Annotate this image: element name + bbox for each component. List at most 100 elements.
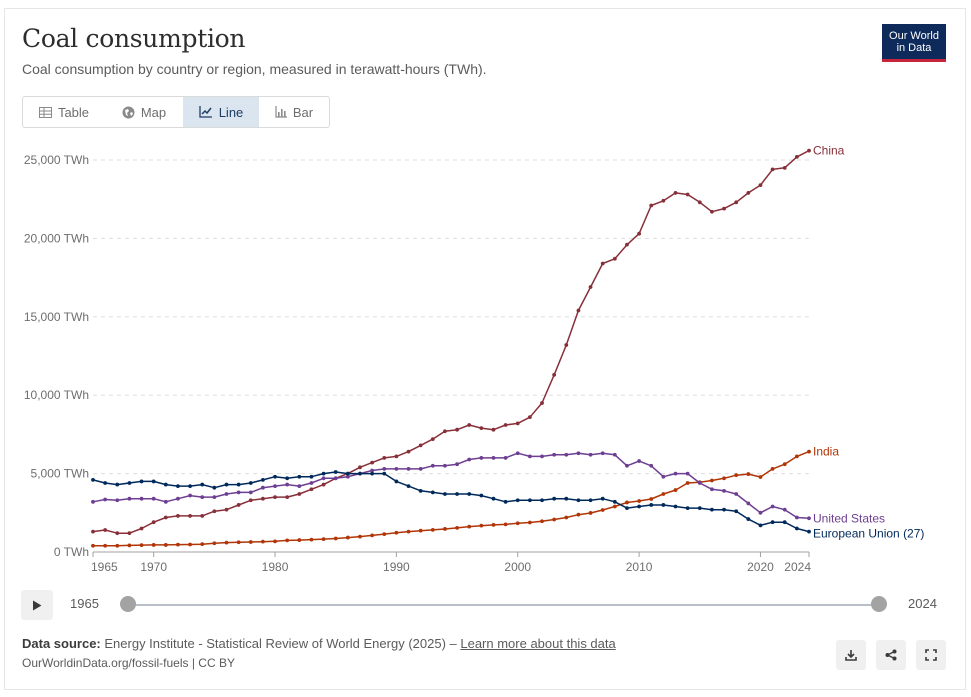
data-point-european-union-27[interactable] [418,488,423,493]
data-point-china[interactable] [758,183,763,187]
data-point-european-union-27[interactable] [139,479,144,484]
data-point-european-union-27[interactable] [358,471,362,476]
data-point-india[interactable] [527,520,532,525]
timeline-end-handle[interactable] [871,596,887,612]
series-label-india[interactable]: India [813,445,839,459]
data-point-united-states[interactable] [163,499,168,504]
data-point-united-states[interactable] [552,452,557,457]
data-point-european-union-27[interactable] [564,496,569,501]
data-point-india[interactable] [382,532,387,537]
data-point-united-states[interactable] [127,496,132,501]
data-point-india[interactable] [443,527,447,531]
data-point-european-union-27[interactable] [697,506,702,510]
data-point-european-union-27[interactable] [685,506,690,510]
share-button[interactable] [876,640,906,670]
data-point-india[interactable] [625,500,629,505]
data-point-united-states[interactable] [139,496,144,501]
data-point-india[interactable] [758,475,763,479]
data-point-india[interactable] [479,523,484,528]
data-point-united-states[interactable] [382,466,387,471]
data-point-united-states[interactable] [697,481,702,485]
data-point-india[interactable] [491,522,496,527]
data-point-united-states[interactable] [600,451,605,456]
data-point-china[interactable] [200,514,205,518]
data-point-united-states[interactable] [685,471,690,476]
data-point-china[interactable] [540,401,544,405]
data-point-european-union-27[interactable] [236,482,241,487]
data-point-china[interactable] [503,423,508,427]
data-point-united-states[interactable] [479,456,484,460]
data-point-european-union-27[interactable] [309,474,314,479]
data-point-united-states[interactable] [540,454,544,459]
data-point-united-states[interactable] [200,495,205,500]
data-point-united-states[interactable] [758,510,763,515]
data-point-european-union-27[interactable] [91,477,95,482]
data-point-india[interactable] [418,528,423,533]
data-point-china[interactable] [406,449,411,454]
data-point-european-union-27[interactable] [794,526,799,531]
data-point-united-states[interactable] [321,476,326,481]
data-point-china[interactable] [224,507,229,512]
data-point-united-states[interactable] [418,466,423,471]
data-point-european-union-27[interactable] [600,496,605,501]
data-point-china[interactable] [394,454,399,459]
data-point-united-states[interactable] [115,498,120,503]
data-point-european-union-27[interactable] [200,482,205,487]
data-point-india[interactable] [710,478,714,483]
data-point-china[interactable] [127,531,132,536]
data-point-european-union-27[interactable] [746,517,751,521]
data-point-united-states[interactable] [285,482,290,487]
data-point-united-states[interactable] [661,474,666,479]
data-point-european-union-27[interactable] [224,482,229,487]
data-point-european-union-27[interactable] [770,520,775,525]
data-point-india[interactable] [163,543,168,547]
data-point-united-states[interactable] [625,463,629,468]
series-label-united-states[interactable]: United States [813,511,885,525]
data-point-china[interactable] [673,191,678,195]
data-point-china[interactable] [637,231,642,236]
data-point-european-union-27[interactable] [321,471,326,476]
data-point-india[interactable] [115,543,120,548]
data-point-india[interactable] [515,521,520,526]
data-point-european-union-27[interactable] [430,490,435,495]
learn-more-link[interactable]: Learn more about this data [460,636,616,651]
data-point-european-union-27[interactable] [515,498,520,503]
data-point-united-states[interactable] [770,504,775,509]
data-point-china[interactable] [297,492,302,496]
data-point-china[interactable] [479,426,484,431]
data-point-united-states[interactable] [588,452,593,457]
data-point-china[interactable] [722,206,726,211]
series-label-european-union-27[interactable]: European Union (27) [813,527,924,541]
data-point-european-union-27[interactable] [394,479,399,484]
data-point-india[interactable] [212,541,217,546]
data-point-european-union-27[interactable] [673,504,678,509]
data-point-united-states[interactable] [151,496,156,501]
data-point-china[interactable] [625,242,629,247]
data-point-united-states[interactable] [612,452,617,457]
data-point-european-union-27[interactable] [612,499,617,504]
data-point-india[interactable] [564,515,569,520]
data-point-united-states[interactable] [455,462,459,467]
data-point-european-union-27[interactable] [406,484,411,489]
data-point-united-states[interactable] [794,515,799,520]
data-point-india[interactable] [358,534,362,539]
tab-line[interactable]: Line [183,97,259,127]
timeline-track[interactable] [128,604,879,606]
data-point-india[interactable] [637,499,642,503]
data-point-india[interactable] [103,543,108,548]
data-point-india[interactable] [139,543,144,548]
data-point-united-states[interactable] [260,485,265,490]
data-point-china[interactable] [382,456,387,460]
data-point-united-states[interactable] [406,466,411,471]
data-point-european-union-27[interactable] [540,498,544,503]
data-point-india[interactable] [552,517,557,522]
data-point-india[interactable] [612,504,617,509]
data-point-united-states[interactable] [807,516,811,521]
data-point-european-union-27[interactable] [661,503,666,507]
data-point-china[interactable] [260,496,265,501]
data-point-china[interactable] [115,531,120,536]
data-point-european-union-27[interactable] [491,496,496,501]
data-point-european-union-27[interactable] [115,482,120,487]
data-point-india[interactable] [321,537,326,542]
data-point-united-states[interactable] [394,466,399,471]
